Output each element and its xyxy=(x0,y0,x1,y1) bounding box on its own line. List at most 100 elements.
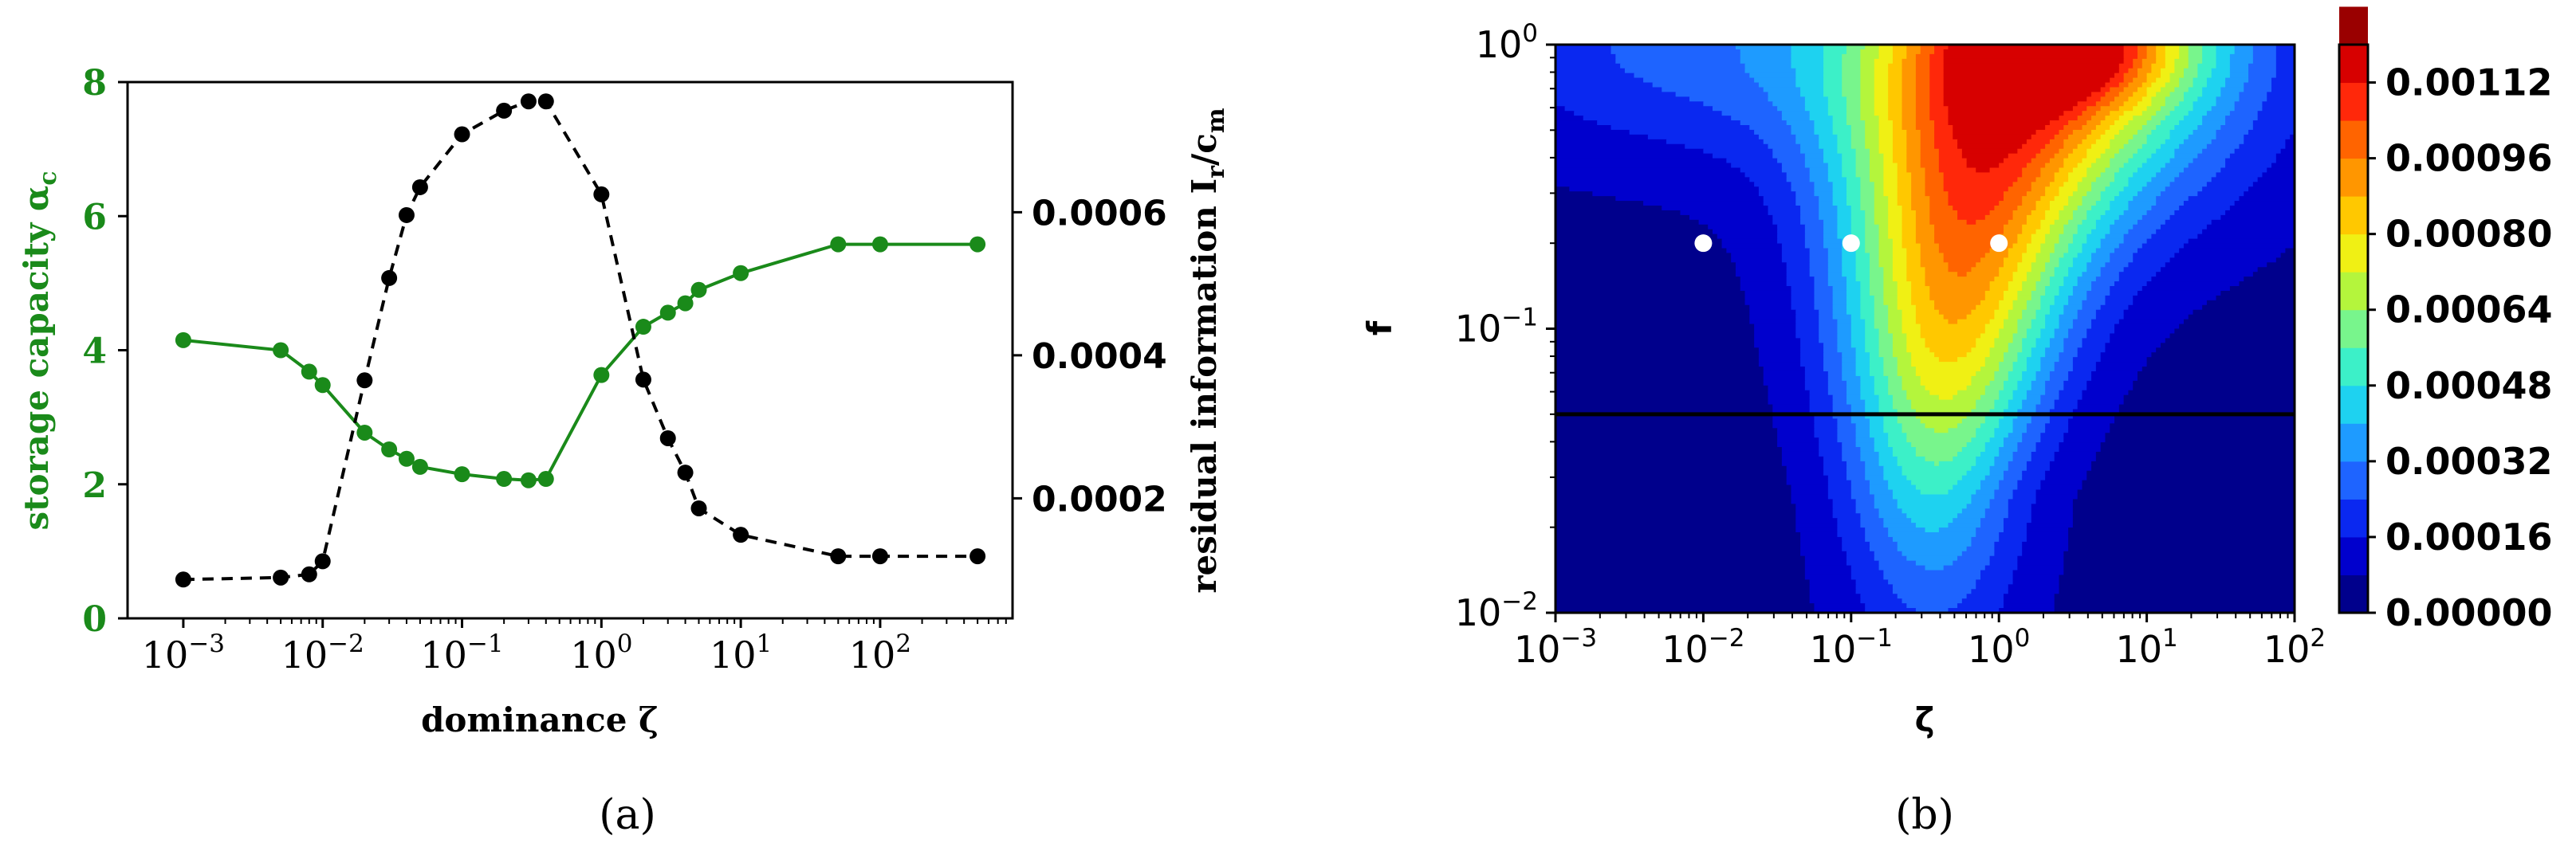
contour-band xyxy=(1948,191,2004,197)
contour-band xyxy=(2026,219,2041,226)
contour-band xyxy=(1555,575,1806,581)
contour-band xyxy=(1744,63,1792,69)
contour-band xyxy=(1984,414,2004,419)
contour-band xyxy=(2091,229,2110,235)
contour-band xyxy=(1865,343,1880,348)
contour-band xyxy=(2271,82,2295,88)
contour-band xyxy=(1999,536,2027,543)
contour-band xyxy=(2054,367,2074,372)
contour-band xyxy=(2141,243,2185,249)
contour-band xyxy=(1976,528,2004,533)
contour-band xyxy=(1832,196,1847,202)
contour-band xyxy=(1809,177,1829,182)
contour-band xyxy=(1795,513,1834,519)
contour-band xyxy=(1832,300,1847,306)
contour-band xyxy=(2252,53,2277,60)
contour-band xyxy=(2008,513,2032,519)
contour-band xyxy=(1842,451,1861,457)
contour-band xyxy=(2169,77,2180,84)
contour-band xyxy=(2035,371,2051,377)
contour-band xyxy=(2059,257,2074,263)
contour-band xyxy=(2220,87,2244,93)
contour-band xyxy=(1819,201,1834,206)
contour-band xyxy=(1837,143,1852,150)
contour-band xyxy=(1795,508,1834,514)
contour-band xyxy=(1869,153,1884,159)
contour-band xyxy=(1823,461,1847,467)
contour-band xyxy=(1865,347,1880,353)
contour-band xyxy=(1809,248,1829,254)
contour-band xyxy=(1888,480,1912,486)
contour-band xyxy=(1786,267,1811,273)
contour-band xyxy=(2211,177,2259,182)
contour-band xyxy=(1819,143,1839,150)
residual-information-point xyxy=(733,527,749,543)
contour-band xyxy=(1555,134,1649,140)
contour-band xyxy=(1934,224,2004,230)
contour-band xyxy=(2244,277,2295,282)
contour-band xyxy=(2022,309,2037,316)
contour-band xyxy=(1850,338,1866,343)
contour-band xyxy=(1758,82,1796,88)
contour-band xyxy=(1984,214,2014,221)
contour-band xyxy=(1860,186,1875,192)
contour-band xyxy=(1920,333,1981,339)
colorbar: 0.000000.000160.000320.000480.000640.000… xyxy=(2338,6,2553,634)
contour-band xyxy=(1892,277,1907,282)
contour-band xyxy=(2049,371,2069,377)
contour-band xyxy=(2165,63,2175,69)
contour-band xyxy=(1888,390,1907,396)
contour-band xyxy=(1920,243,1940,249)
contour-band xyxy=(1842,73,1861,79)
contour-band xyxy=(1929,77,1945,84)
x-tick-label-base: 10 xyxy=(420,633,467,677)
contour-band xyxy=(2054,172,2069,178)
contour-band xyxy=(1943,177,2018,182)
contour-band xyxy=(2008,465,2027,472)
colorbar-swatch xyxy=(2339,120,2368,159)
contour-band xyxy=(1865,214,1875,221)
contour-band xyxy=(2118,129,2138,135)
contour-band xyxy=(1920,248,1940,254)
contour-band xyxy=(2072,518,2295,524)
contour-band xyxy=(1643,77,1755,84)
contour-band xyxy=(1878,248,1894,254)
contour-band xyxy=(2031,262,2046,268)
contour-band xyxy=(1865,409,1880,415)
contour-band xyxy=(2040,243,2055,249)
contour-band xyxy=(2072,286,2092,292)
contour-band xyxy=(1786,272,1811,277)
contour-band xyxy=(2017,267,2032,273)
contour-band xyxy=(1555,531,1801,538)
contour-band xyxy=(1850,314,1861,320)
contour-band xyxy=(2114,172,2134,178)
contour-band xyxy=(1823,233,1839,240)
contour-band xyxy=(1902,120,1917,126)
contour-band xyxy=(2012,489,2037,496)
contour-band xyxy=(1850,125,1866,131)
contour-band xyxy=(1855,433,1870,438)
contour-band xyxy=(1832,404,1852,410)
contour-band xyxy=(1934,428,1949,433)
contour-band xyxy=(1911,404,1976,410)
contour-band xyxy=(1929,87,1945,93)
contour-band xyxy=(2114,134,2134,140)
contour-band xyxy=(1897,191,1912,197)
contour-band xyxy=(1999,272,2014,277)
contour-band xyxy=(2003,158,2032,164)
contour-band xyxy=(1850,129,1866,135)
contour-band xyxy=(1906,248,1921,254)
contour-band xyxy=(2110,163,2125,169)
contour-band xyxy=(1915,304,1935,311)
contour-band xyxy=(1984,324,2004,330)
contour-band xyxy=(1943,101,2078,107)
contour-band xyxy=(1804,375,1829,382)
contour-band xyxy=(1555,120,1598,126)
contour-band xyxy=(2008,219,2027,226)
contour-band xyxy=(1883,523,1917,528)
contour-band xyxy=(2174,58,2189,65)
contour-band xyxy=(1902,111,1917,116)
contour-band xyxy=(1865,129,1880,135)
contour-band xyxy=(1865,210,1875,216)
contour-band xyxy=(1791,129,1815,135)
